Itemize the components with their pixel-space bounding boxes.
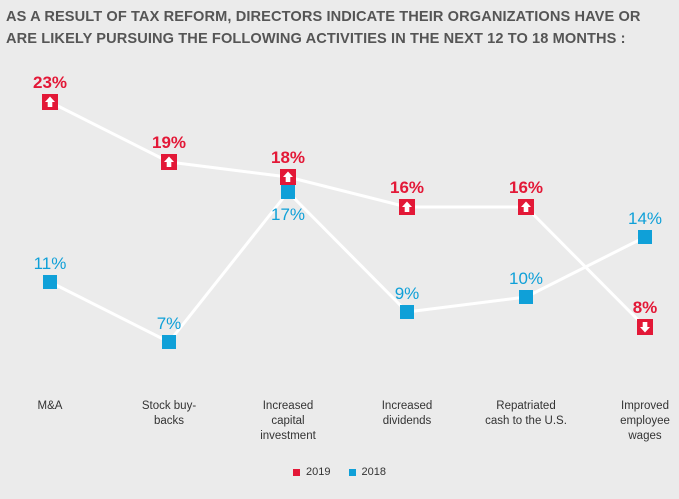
category-label: Increased dividends [382,400,433,427]
up-arrow-icon [399,199,415,215]
data-label-2018: 7% [157,314,182,333]
series-line-2019 [49,100,647,329]
marker-2018 [400,305,414,319]
legend-label-2018: 2018 [361,466,386,478]
marker-2018 [638,230,652,244]
up-arrow-icon [280,169,296,185]
marker-2018 [162,335,176,349]
arrow-up-glyph [402,201,412,212]
category-label: M&A [38,400,63,412]
data-label-2019: 18% [271,148,305,167]
up-arrow-icon [42,94,58,110]
data-label-2019: 16% [509,178,543,197]
category-label: Increased capital investment [260,400,316,442]
arrow-up-glyph [45,96,55,107]
arrow-down-glyph [640,322,650,333]
down-arrow-icon [637,319,653,335]
data-label-2019: 19% [152,133,186,152]
legend-item-2019: 2019 [293,466,331,478]
marker-2018 [519,290,533,304]
marker-2018 [43,275,57,289]
legend-item-2018: 2018 [348,466,386,478]
legend-swatch-2018 [348,468,356,476]
marker-2018 [281,185,295,199]
chart-title: AS A RESULT OF TAX REFORM, DIRECTORS IND… [6,9,641,47]
arrow-up-glyph [283,171,293,182]
data-label-2019: 23% [33,73,67,92]
arrow-up-glyph [521,201,531,212]
category-label: Stock buy-backs [142,400,196,427]
series-line-2018 [49,190,646,344]
category-label: Repatriated cash to the U.S. [485,400,567,427]
arrow-up-glyph [164,156,174,167]
legend-swatch-2019 [293,468,301,476]
legend: 2019 2018 [0,466,679,478]
data-label-2018: 14% [628,209,662,228]
data-label-2019: 16% [390,178,424,197]
data-label-2018: 9% [395,284,420,303]
legend-label-2019: 2019 [306,466,331,478]
data-label-2018: 11% [34,254,67,273]
category-label: Improved employee wages [620,400,670,442]
up-arrow-icon [161,154,177,170]
data-label-2018: 17% [271,205,305,224]
up-arrow-icon [518,199,534,215]
data-label-2018: 10% [509,269,543,288]
data-label-2019: 8% [633,298,658,317]
